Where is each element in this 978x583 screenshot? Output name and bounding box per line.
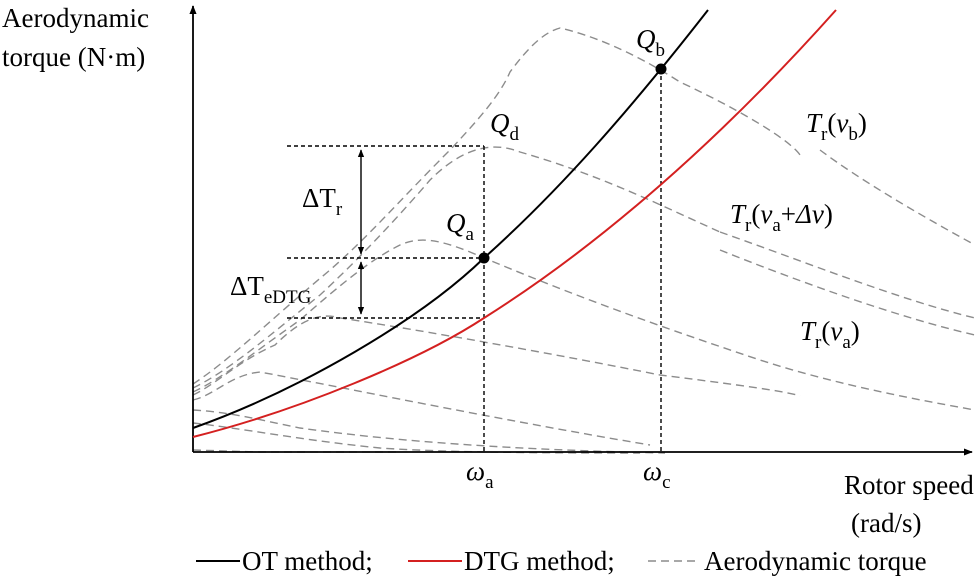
label-tr-va: Tr(va) (800, 316, 860, 353)
label-delta-tedtg: ΔTeDTG (230, 271, 312, 308)
aero-curve-tail-1 (819, 149, 976, 246)
point-qa (478, 252, 490, 264)
aero-curve-tr-vb (192, 27, 801, 385)
label-qd: Qd (490, 108, 520, 145)
y-axis-label-line2: torque (N·m) (2, 42, 145, 72)
x-axis-label-line2: (rad/s) (851, 508, 921, 538)
aero-curve-tr-va-dv (192, 239, 976, 411)
aero-curve-tail-2 (719, 249, 976, 336)
legend-ot-label: OT method; (242, 546, 373, 576)
label-delta-tr: ΔTr (302, 183, 343, 220)
aero-curve-3 (192, 409, 666, 454)
aero-curve-tr-vb-mid (192, 146, 721, 389)
aero-curve-2 (192, 422, 641, 454)
label-qb: Qb (636, 24, 665, 61)
guide-lines (287, 69, 662, 452)
axes (189, 5, 973, 456)
tick-omega-a: ωa (466, 456, 494, 493)
aero-curves (192, 27, 976, 454)
label-qa: Qa (446, 208, 475, 245)
legend-dtg-label: DTG method; (464, 546, 615, 576)
label-tr-vb: Tr(vb) (806, 108, 867, 145)
tick-omega-c: ωc (643, 456, 671, 493)
label-tr-va-dv: Tr(va+Δv) (730, 199, 833, 236)
aero-curve-tail-3 (719, 231, 976, 319)
point-qb (655, 63, 667, 75)
aero-curve-tr-va (192, 315, 801, 397)
legend: OT method; DTG method; Aerodynamic torqu… (196, 546, 927, 576)
aero-curve-4 (192, 371, 651, 446)
dtg-method-curve (192, 9, 837, 438)
x-axis-label-line1: Rotor speed (844, 470, 974, 500)
y-axis-label-line1: Aerodynamic (2, 3, 149, 33)
legend-aero-label: Aerodynamic torque (704, 546, 927, 576)
